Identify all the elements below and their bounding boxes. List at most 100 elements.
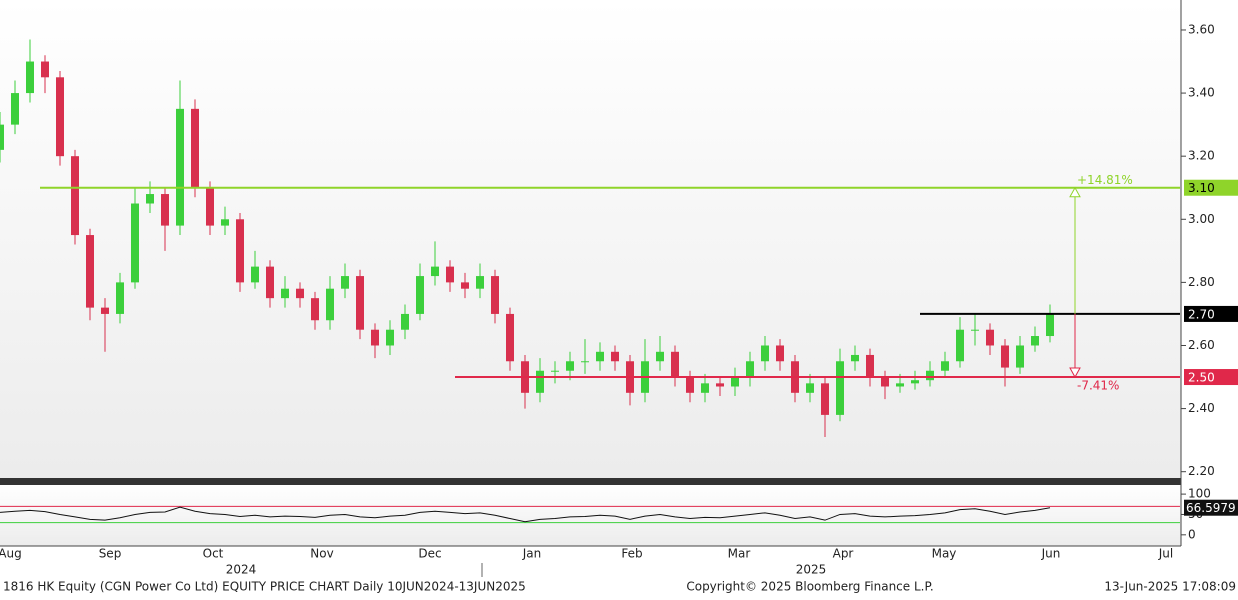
y-tick-label: 3.00 xyxy=(1188,212,1215,226)
price-panel xyxy=(0,0,1181,478)
candle-body xyxy=(281,288,289,299)
candle-body xyxy=(326,288,334,321)
candle-body xyxy=(776,345,784,362)
candle-body xyxy=(896,383,904,387)
rsi-panel xyxy=(0,485,1181,546)
year-label: 2025 xyxy=(796,563,827,577)
candle-body xyxy=(311,298,319,321)
candle-body xyxy=(551,370,559,372)
candle-body xyxy=(971,329,979,331)
candle-body xyxy=(236,219,244,283)
candle-body xyxy=(881,377,889,387)
candle-body xyxy=(821,383,829,415)
level-label: 2.70 xyxy=(1188,307,1215,321)
candle-body xyxy=(671,351,679,378)
candle-body xyxy=(596,351,604,362)
candle-body xyxy=(251,266,259,283)
candle-body xyxy=(566,361,574,371)
level-label: 2.50 xyxy=(1188,371,1215,385)
candle-body xyxy=(506,313,514,362)
year-label: 2024 xyxy=(226,563,257,577)
candle-body xyxy=(341,276,349,289)
range-annotation: -7.41% xyxy=(1077,379,1119,393)
footer-left: 1816 HK Equity (CGN Power Co Ltd) EQUITY… xyxy=(3,580,526,594)
candle-body xyxy=(266,266,274,299)
rsi-line xyxy=(0,506,1051,523)
candle-body xyxy=(941,361,949,371)
footer-center: Copyright© 2025 Bloomberg Finance L.P. xyxy=(686,580,933,594)
candle-body xyxy=(746,361,754,378)
x-tick-label: Jul xyxy=(1158,547,1173,561)
level-box xyxy=(1184,369,1238,386)
candle-body xyxy=(701,383,709,393)
y-tick-label: 100 xyxy=(1188,487,1211,501)
candle-body xyxy=(161,194,169,226)
candle-body xyxy=(1031,336,1039,346)
candle-body xyxy=(761,345,769,362)
candle-body xyxy=(206,187,214,226)
candle-body xyxy=(866,354,874,378)
candle-body xyxy=(401,313,409,330)
candle-body xyxy=(956,329,964,362)
candle-body xyxy=(146,194,154,204)
candle-body xyxy=(431,266,439,277)
candle-body xyxy=(191,108,199,188)
candle-body xyxy=(71,156,79,236)
candle-body xyxy=(176,108,184,226)
y-tick-label: 3.60 xyxy=(1188,22,1215,36)
footer-right: 13-Jun-2025 17:08:09 xyxy=(1104,580,1236,594)
candle-body xyxy=(716,383,724,387)
candle-body xyxy=(296,288,304,299)
candle-body xyxy=(611,351,619,362)
y-tick-label: 3.20 xyxy=(1188,149,1215,163)
x-tick-label: Apr xyxy=(833,547,854,561)
x-tick-label: Feb xyxy=(621,547,642,561)
candle-body xyxy=(386,329,394,346)
rsi-last-label: 66.5979 xyxy=(1186,501,1236,515)
y-tick-label: 0 xyxy=(1188,527,1196,541)
x-tick-label: Nov xyxy=(310,547,333,561)
candle-body xyxy=(581,361,589,363)
candle-body xyxy=(371,329,379,346)
x-tick-label: Jan xyxy=(522,547,542,561)
candle-body xyxy=(101,307,109,314)
panel-divider xyxy=(0,478,1181,485)
level-box xyxy=(1184,305,1238,322)
candle-body xyxy=(536,370,544,393)
y-tick-label: 2.60 xyxy=(1188,338,1215,352)
x-tick-label: Mar xyxy=(728,547,751,561)
candle-body xyxy=(926,370,934,381)
arrow-head xyxy=(1069,367,1081,379)
arrow-head xyxy=(1069,186,1081,198)
candle-body xyxy=(26,61,34,94)
candle-body xyxy=(806,383,814,393)
x-tick-label: Dec xyxy=(418,547,441,561)
rsi-box xyxy=(1184,499,1238,516)
candle-body xyxy=(476,276,484,289)
candle-body xyxy=(491,276,499,314)
candle-body xyxy=(41,61,49,78)
candle-body xyxy=(986,329,994,346)
candle-body xyxy=(836,361,844,415)
y-tick-label: 2.40 xyxy=(1188,401,1215,415)
x-tick-label: May xyxy=(932,547,957,561)
x-tick-label: Jun xyxy=(1041,547,1061,561)
level-label: 3.10 xyxy=(1188,181,1215,195)
candle-body xyxy=(131,203,139,283)
candle-body xyxy=(446,266,454,283)
candle-body xyxy=(356,276,364,330)
candle-body xyxy=(731,377,739,387)
candle-body xyxy=(1001,345,1009,368)
candle-body xyxy=(56,77,64,157)
candle-body xyxy=(656,351,664,362)
range-annotation: +14.81% xyxy=(1077,173,1133,187)
x-tick-label: Aug xyxy=(0,547,22,561)
level-box xyxy=(1184,179,1238,196)
x-tick-label: Oct xyxy=(203,547,224,561)
candle-body xyxy=(11,93,19,125)
candle-body xyxy=(1046,313,1054,337)
y-tick-label: 2.80 xyxy=(1188,275,1215,289)
y-tick-label: 2.20 xyxy=(1188,464,1215,478)
